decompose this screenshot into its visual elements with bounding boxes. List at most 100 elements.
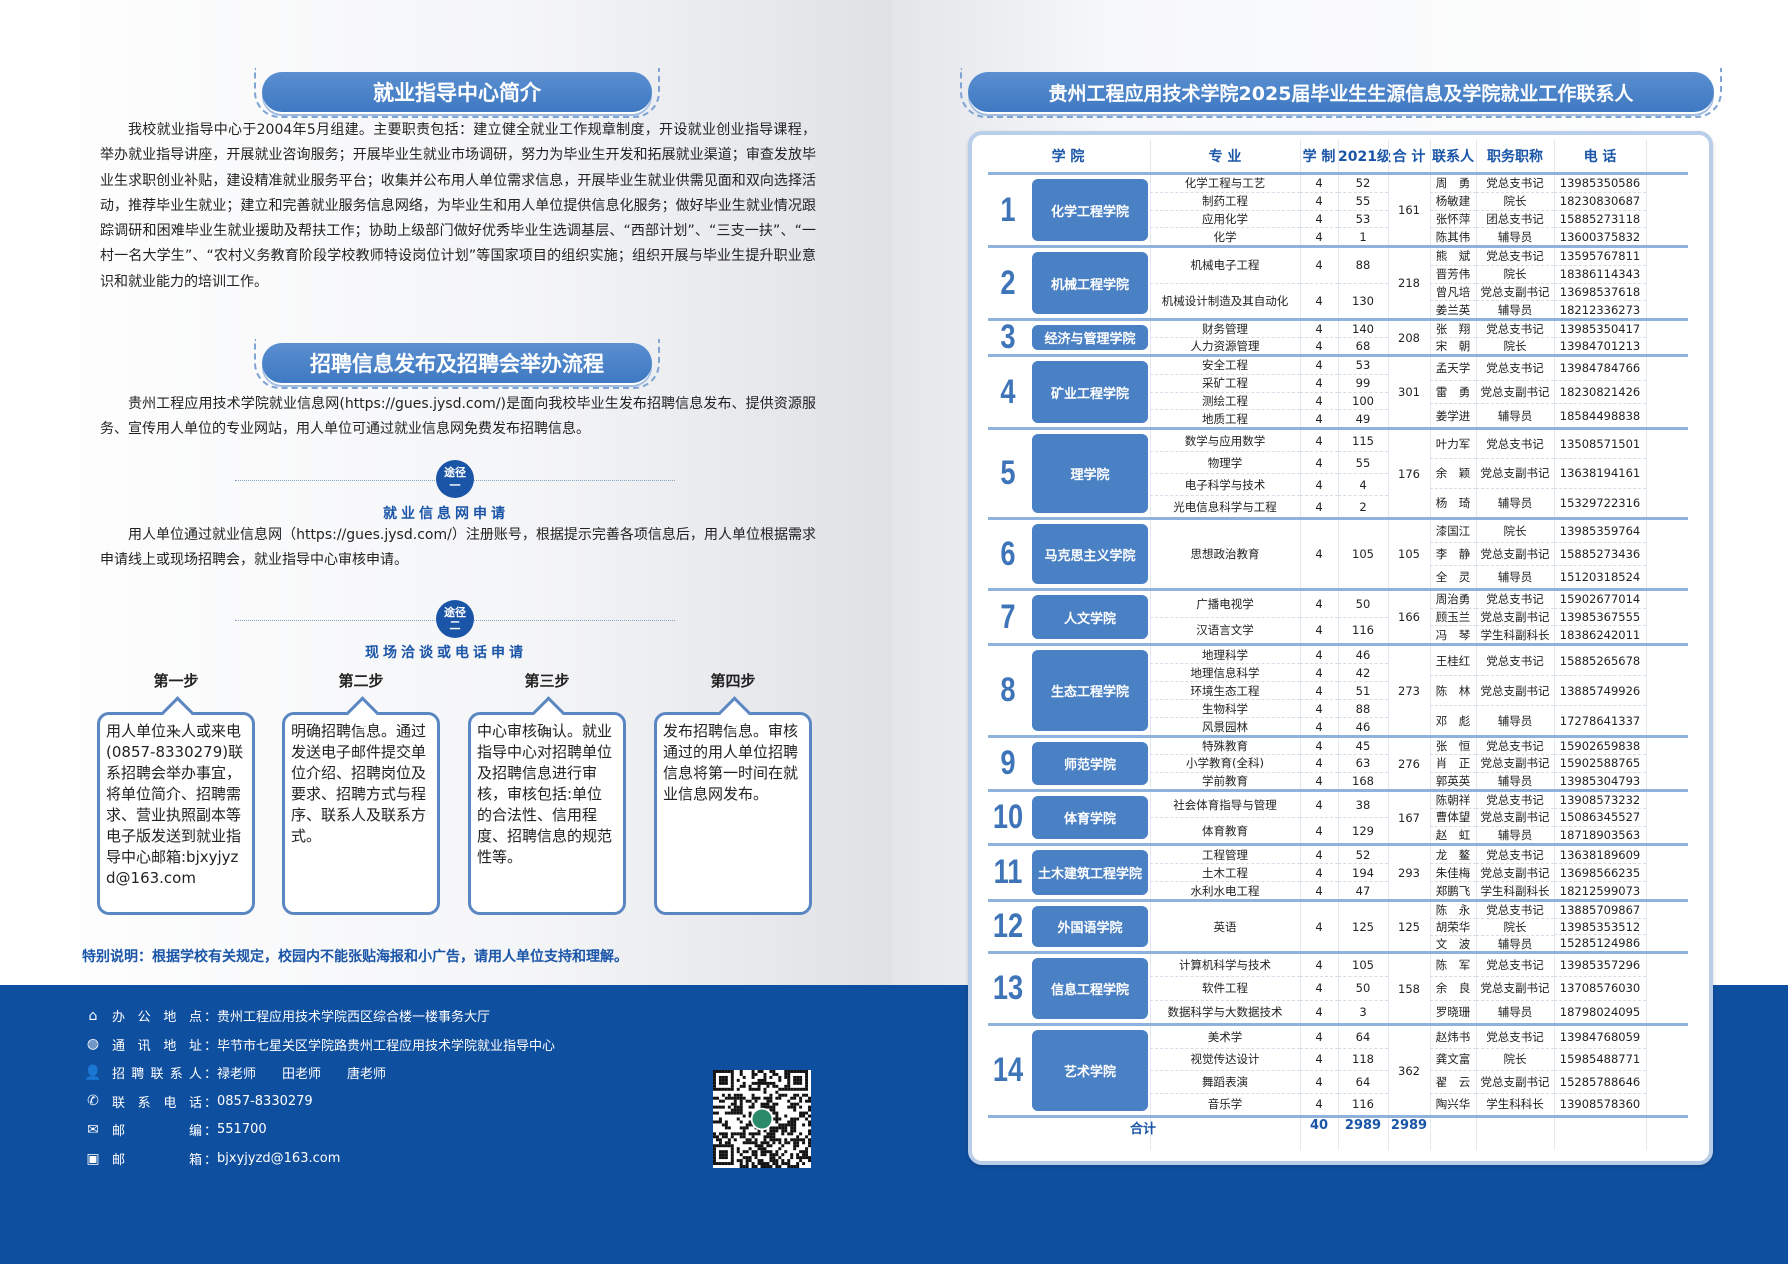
- group-number: 7: [1000, 597, 1016, 636]
- grade-count: 63: [1338, 755, 1388, 773]
- grade-count: 99: [1338, 375, 1388, 393]
- major-name: 化学: [1213, 229, 1237, 244]
- major-column: 特殊教育 小学教育(全科) 学前教育: [1150, 738, 1300, 789]
- grade-count: 50: [1338, 591, 1388, 618]
- study-years: 4: [1315, 623, 1323, 638]
- step-box: 明确招聘信息。通过发送电子邮件提交单位介绍、招聘岗位及要求、招聘方式与程序、联系…: [282, 712, 440, 915]
- contact-column: 党总支书记 党总支副书记 辅导员: [1476, 954, 1554, 1023]
- college-total: 276: [1398, 756, 1420, 771]
- major-name: 财务管理: [1150, 321, 1300, 338]
- footer-value: 贵州工程应用技术学院西区综合楼一楼事务大厅: [217, 1010, 491, 1025]
- contact-column: 陈 军余 良罗晓珊: [1430, 954, 1476, 1023]
- contact-phone: 13508571501: [1554, 430, 1646, 460]
- route-1-paragraph: 用人单位通过就业信息网（https://gues.jysd.com/）注册账号，…: [100, 527, 816, 569]
- major-name: 特殊教育: [1150, 738, 1300, 756]
- major-name: 地理科学: [1150, 646, 1300, 664]
- contact-name: 雷 勇: [1430, 381, 1476, 405]
- contact-phone: 13984768059: [1554, 1026, 1646, 1049]
- major-column: 美术学 视觉传达设计 舞蹈表演 音乐学: [1150, 1026, 1300, 1115]
- contact-title: 党总支书记: [1476, 591, 1554, 609]
- contact-column: 周 勇杨敏建 张怀萍 陈其伟: [1430, 175, 1476, 245]
- badge-label: 途径: [444, 466, 466, 479]
- grade-count: 140: [1338, 321, 1388, 338]
- grade-count: 50: [1338, 977, 1388, 1001]
- grade-count: 42: [1338, 664, 1388, 682]
- route-1-badge: 途径一: [436, 460, 474, 498]
- contact-title: 党总支副书记: [1476, 676, 1554, 706]
- major-column: 化学工程与工艺 制药工程 应用化学 化学: [1150, 175, 1300, 245]
- study-years: 4: [1300, 792, 1338, 818]
- contact-title: 辅导员: [1497, 229, 1533, 244]
- college-group: 11 土木建筑工程学院 工程管理 土木工程 水利水电工程 4 4 4 52 194 47 293 龙 鳌…: [988, 843, 1688, 899]
- total-column: 158: [1388, 954, 1430, 1023]
- contact-title: 辅导员: [1497, 570, 1533, 584]
- contact-title: 党总支副书记: [1476, 459, 1554, 489]
- contact-name: 顾玉兰: [1430, 609, 1476, 627]
- grade-count: 49: [1355, 411, 1371, 426]
- contact-phone: 18798024095: [1559, 1004, 1641, 1019]
- column-header: 职务职称: [1487, 149, 1543, 165]
- study-years: 4: [1300, 321, 1338, 338]
- study-years: 4: [1300, 375, 1338, 393]
- total-column: 301: [1388, 357, 1430, 427]
- contact-title: 党总支书记: [1476, 902, 1554, 919]
- grade-count: 55: [1338, 452, 1388, 474]
- contact-name: 孟天学: [1430, 357, 1476, 381]
- major-column: 105: [1338, 520, 1388, 588]
- total-column: 276: [1388, 738, 1430, 789]
- major-name: 采矿工程: [1150, 375, 1300, 393]
- contact-name: 陈 永: [1430, 902, 1476, 919]
- contact-phone: 13698537618: [1554, 284, 1646, 302]
- grade-count: 64: [1338, 1026, 1388, 1049]
- globe-icon: ◍: [86, 1036, 100, 1053]
- major-name: 数据科学与大数据技术: [1167, 1004, 1283, 1019]
- study-years: 4: [1315, 229, 1323, 244]
- contact-column: 13985350586 18230830687 15885273118 1360037…: [1554, 175, 1646, 245]
- grade-count: 118: [1338, 1049, 1388, 1071]
- major-name: 广播电视学: [1150, 591, 1300, 618]
- major-column: 45 63 168: [1338, 738, 1388, 789]
- major-name: 小学教育(全科): [1150, 755, 1300, 773]
- college-group: 12 外国语学院 英语 4 125 125 陈 永胡荣华文 波党总支书记 院长 辅导员 13885…: [988, 899, 1688, 951]
- college-total: 105: [1398, 547, 1420, 561]
- study-years: 4: [1315, 1097, 1323, 1112]
- contact-phone: 13985367555: [1554, 609, 1646, 627]
- college-group: 2 机械工程学院 机械电子工程 机械设计制造及其自动化 4 4 88 130 218 熊 斌晋芳伟…: [988, 245, 1688, 318]
- study-years: 4: [1300, 175, 1338, 193]
- study-years: 4: [1315, 293, 1323, 308]
- contact-phone: 15885273436: [1554, 543, 1646, 566]
- grade-count: 3: [1359, 1004, 1367, 1019]
- contact-name: 陈其伟: [1435, 229, 1471, 244]
- group-number: 12: [992, 907, 1024, 945]
- contact-column: 13985357296 13708576030 18798024095: [1554, 954, 1646, 1023]
- study-years: 4: [1315, 883, 1323, 898]
- contact-phone: 18230821426: [1554, 381, 1646, 405]
- contact-phone: 13985359764: [1554, 520, 1646, 543]
- grade-count: 68: [1355, 339, 1371, 353]
- contact-phone: 13984701213: [1559, 339, 1641, 353]
- contact-name: 晋芳伟: [1430, 266, 1476, 284]
- intro-paragraph: 我校就业指导中心于2004年5月组建。主要职责包括：建立健全就业工作规章制度，开…: [100, 122, 816, 290]
- college-name: 化学工程学院: [1032, 179, 1148, 241]
- contact-name: 宋 朝: [1435, 339, 1471, 353]
- contact-column: 13984768059 15985488771 15285788646 1390857…: [1554, 1026, 1646, 1115]
- footer-contact-row: ⌂ 办公地点：贵州工程应用技术学院西区综合楼一楼事务大厅: [84, 1006, 491, 1026]
- major-column: 安全工程 采矿工程 测绘工程 地质工程: [1150, 357, 1300, 427]
- contact-name: 赵 虹: [1435, 827, 1471, 842]
- contact-column: 13595767811 18386114343 13698537618 1821233…: [1554, 248, 1646, 318]
- college-total: 161: [1398, 203, 1420, 217]
- column-header: 电 话: [1583, 149, 1617, 165]
- contact-name: 肖 正: [1430, 755, 1476, 773]
- major-column: 财务管理 人力资源管理: [1150, 321, 1300, 354]
- contact-column: 陈 永胡荣华文 波: [1430, 902, 1476, 951]
- major-column: 思想政治教育: [1150, 520, 1300, 588]
- contact-title: 院长: [1476, 919, 1554, 936]
- grade-count: 53: [1338, 211, 1388, 229]
- contact-name: 龚文富: [1430, 1049, 1476, 1071]
- colon: ：: [204, 1124, 218, 1140]
- section-title-process: 招聘信息发布及招聘会举办流程: [254, 339, 660, 389]
- major-column: 机械电子工程 机械设计制造及其自动化: [1150, 248, 1300, 318]
